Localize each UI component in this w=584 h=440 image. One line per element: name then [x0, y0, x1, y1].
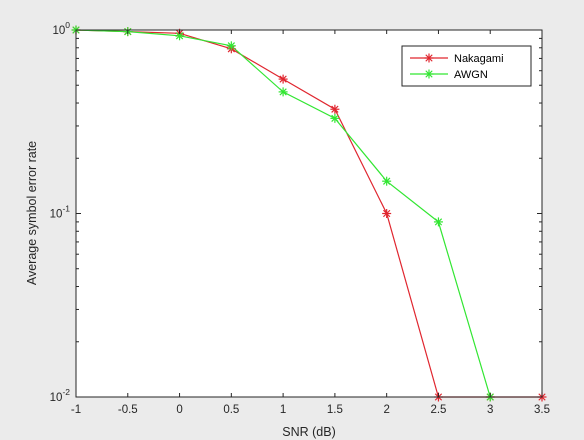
y-tick-label: 10-1 [50, 204, 71, 221]
y-tick-label: 10-2 [50, 387, 71, 404]
data-point-awgn [382, 176, 392, 186]
data-point-awgn [226, 41, 236, 51]
legend-entry: Nakagami [410, 53, 504, 65]
legend-box [401, 45, 532, 87]
data-point-nakagami [330, 104, 340, 114]
legend-marker [424, 53, 434, 63]
legend-label: AWGN [454, 69, 488, 81]
x-tick-label: -1 [71, 404, 81, 416]
plot-area [76, 30, 542, 397]
data-point-awgn [330, 113, 340, 123]
legend-marker [424, 69, 434, 79]
y-tick-label: 100 [52, 20, 70, 37]
data-point-awgn [433, 217, 443, 227]
x-tick-label: 3 [487, 404, 493, 416]
x-tick-label: 3.5 [534, 404, 550, 416]
legend-entry: AWGN [410, 69, 488, 81]
x-tick-label: 1.5 [327, 404, 343, 416]
x-tick-label: 1 [280, 404, 286, 416]
x-tick-label: -0.5 [118, 404, 138, 416]
x-tick-label: 2 [383, 404, 389, 416]
legend: Nakagami AWGN [401, 45, 532, 87]
axis-ticks: -1 -0.5 0 0.5 1 1.5 2 2.5 3 3.5 100 10-1 10-2 [50, 20, 550, 416]
legend-label: Nakagami [454, 53, 504, 65]
x-tick-label: 0.5 [223, 404, 239, 416]
data-point-nakagami [278, 74, 288, 84]
x-tick-label: 0 [176, 404, 182, 416]
y-axis-label: Average symbol error rate [25, 141, 39, 285]
x-axis-label: SNR (dB) [282, 425, 335, 439]
data-point-awgn [278, 87, 288, 97]
x-tick-label: 2.5 [430, 404, 446, 416]
data-point-nakagami [382, 209, 392, 218]
